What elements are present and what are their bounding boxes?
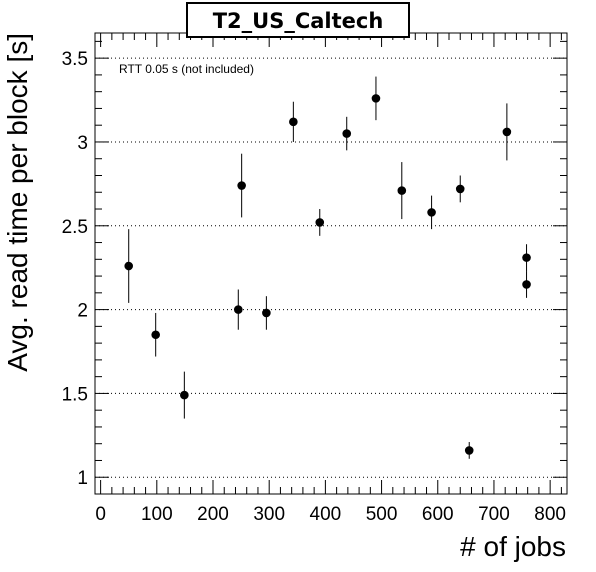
data-point <box>397 162 407 220</box>
data-point <box>315 209 325 236</box>
point-marker <box>124 261 134 271</box>
data-point <box>427 195 436 230</box>
point-marker <box>237 181 246 190</box>
plot-frame <box>94 32 568 495</box>
rtt-annotation: RTT 0.05 s (not included) <box>119 62 254 76</box>
data-point <box>237 153 246 218</box>
y-axis-label: Avg. read time per block [s] <box>2 33 33 372</box>
y-tick-label: 1.5 <box>62 384 88 405</box>
title-box: T2_US_Caltech <box>186 2 410 38</box>
y-tick-label: 3.5 <box>62 49 88 70</box>
data-point <box>289 101 298 142</box>
point-marker <box>371 94 381 103</box>
point-marker <box>315 218 325 227</box>
x-tick-label: 100 <box>141 504 173 525</box>
data-point <box>371 76 381 121</box>
x-tick-label: 500 <box>366 504 398 525</box>
point-marker <box>180 390 189 400</box>
point-marker <box>342 129 352 138</box>
y-tick-label: 2.5 <box>62 217 88 238</box>
point-marker <box>464 446 474 455</box>
x-tick-label: 400 <box>310 504 342 525</box>
data-point <box>455 175 465 203</box>
data-point <box>464 442 474 459</box>
chart-title: T2_US_Caltech <box>213 9 384 33</box>
title-frame <box>186 2 410 38</box>
y-tick-label: 1 <box>77 468 88 489</box>
point-marker <box>427 208 436 217</box>
point-marker <box>522 253 531 262</box>
x-tick-label: 800 <box>534 504 566 525</box>
grid-lines <box>95 57 567 478</box>
data-point <box>233 289 243 330</box>
x-tick-label: 200 <box>197 504 229 525</box>
x-axis-label: # of jobs <box>460 531 566 562</box>
data-point <box>522 271 531 298</box>
x-tick-label: 0 <box>95 504 106 525</box>
data-point <box>502 103 512 161</box>
y-tick-label: 2 <box>77 301 88 322</box>
point-marker <box>151 330 160 340</box>
point-marker <box>502 127 512 137</box>
point-marker <box>233 305 243 314</box>
y-tick-label: 3 <box>77 133 88 154</box>
x-tick-label: 700 <box>478 504 510 525</box>
data-point <box>262 296 271 330</box>
point-marker <box>397 186 407 195</box>
data-point <box>522 244 531 272</box>
data-point <box>124 229 134 303</box>
data-point <box>342 116 352 151</box>
x-tick-label: 600 <box>422 504 454 525</box>
point-marker <box>455 184 465 194</box>
point-marker <box>262 308 271 318</box>
data-point <box>180 371 189 419</box>
x-tick-label: 300 <box>253 504 285 525</box>
data-point <box>151 312 160 357</box>
data-points <box>124 76 531 459</box>
tick-labels: 1 1.5 2 2.5 3 3.5 0 100 200 300 400 500 600 700 800 <box>62 49 566 525</box>
point-marker <box>522 280 531 289</box>
axis-ticks <box>95 33 567 495</box>
point-marker <box>289 117 298 127</box>
